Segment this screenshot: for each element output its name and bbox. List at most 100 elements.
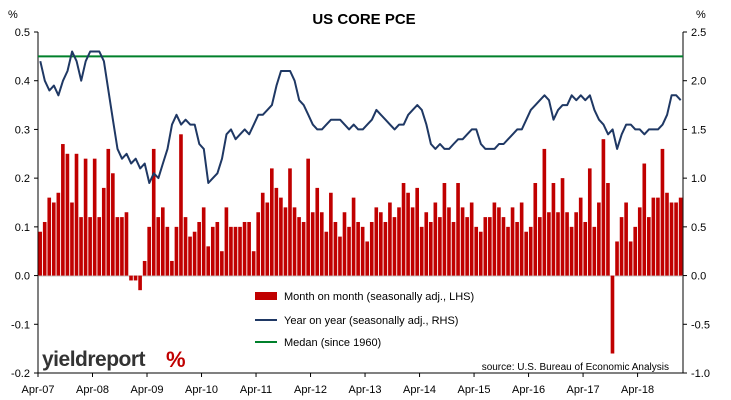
mom-bar bbox=[74, 153, 79, 276]
x-axis-ticks: Apr-07 Apr-08 Apr-09 Apr-10 Apr-11 Apr-12 Apr-… bbox=[21, 373, 654, 396]
mom-bar bbox=[160, 207, 165, 276]
mom-bar bbox=[674, 202, 678, 276]
mom-bar bbox=[442, 183, 447, 276]
legend-swatch-mom bbox=[255, 292, 277, 300]
mom-bar bbox=[333, 221, 338, 276]
mom-bar bbox=[215, 221, 220, 276]
x-tick-label: Apr-13 bbox=[349, 384, 382, 396]
mom-bar bbox=[306, 158, 310, 276]
mom-bar bbox=[292, 207, 297, 276]
right-tick-label: 1.0 bbox=[691, 173, 706, 185]
left-tick-label: 0.2 bbox=[15, 173, 30, 185]
logo-wordmark: yieldreport bbox=[42, 348, 146, 371]
mom-bar bbox=[301, 221, 306, 276]
mom-bar bbox=[619, 217, 624, 276]
left-tick-label: 0.4 bbox=[15, 76, 30, 88]
mom-bar bbox=[256, 212, 261, 276]
mom-bar bbox=[597, 202, 601, 276]
mom-bar bbox=[124, 212, 129, 276]
mom-bar bbox=[142, 260, 147, 276]
mom-bar bbox=[501, 217, 506, 276]
chart-title: US CORE PCE bbox=[312, 11, 415, 28]
mom-bar bbox=[383, 221, 388, 276]
left-axis-unit: % bbox=[8, 9, 18, 21]
logo-percent-icon: % bbox=[166, 347, 186, 372]
x-tick-label: Apr-18 bbox=[621, 384, 654, 396]
mom-bar bbox=[392, 217, 397, 276]
right-tick-label: 1.5 bbox=[691, 124, 706, 136]
right-tick-label: 0.5 bbox=[691, 222, 706, 234]
mom-bar bbox=[70, 202, 74, 276]
mom-bar bbox=[538, 217, 542, 276]
mom-bar bbox=[583, 221, 588, 276]
mom-bar bbox=[133, 275, 138, 281]
mom-bar bbox=[188, 236, 192, 276]
mom-bar bbox=[410, 207, 415, 276]
mom-bar bbox=[528, 226, 533, 276]
mom-bar bbox=[633, 226, 638, 276]
legend: Month on month (seasonally adj., LHS) Ye… bbox=[255, 291, 474, 349]
mom-bar bbox=[324, 231, 329, 276]
mom-bar bbox=[606, 183, 610, 276]
mom-bar bbox=[138, 275, 142, 291]
right-axis-unit: % bbox=[696, 9, 706, 21]
mom-bar bbox=[469, 202, 474, 276]
mom-bar bbox=[174, 226, 179, 276]
mom-bar bbox=[61, 144, 65, 276]
mom-bar bbox=[129, 275, 133, 281]
mom-bar bbox=[628, 241, 633, 276]
left-tick-label: 0.5 bbox=[15, 27, 30, 39]
mom-bar bbox=[428, 221, 433, 276]
mom-bar bbox=[547, 212, 551, 276]
mom-bar bbox=[251, 251, 256, 276]
mom-bar bbox=[147, 226, 151, 276]
right-tick-label: -0.5 bbox=[691, 319, 710, 331]
mom-bar bbox=[492, 202, 497, 276]
mom-bar bbox=[238, 226, 242, 276]
mom-bar bbox=[51, 202, 56, 276]
mom-bar bbox=[615, 241, 619, 276]
mom-bar bbox=[106, 148, 111, 276]
x-tick-label: Apr-15 bbox=[458, 384, 491, 396]
legend-label-median: Medan (since 1960) bbox=[284, 337, 381, 349]
mom-bar bbox=[369, 221, 374, 276]
mom-bar bbox=[678, 197, 683, 276]
mom-bar bbox=[601, 139, 606, 276]
mom-bar bbox=[88, 217, 92, 276]
right-tick-label: 2.0 bbox=[691, 76, 706, 88]
mom-bar bbox=[401, 183, 406, 276]
mom-bar bbox=[515, 221, 519, 276]
mom-bar bbox=[569, 226, 574, 276]
mom-bar bbox=[365, 241, 370, 276]
mom-bar bbox=[656, 197, 660, 276]
mom-bar bbox=[297, 217, 301, 276]
mom-bar bbox=[338, 236, 342, 276]
mom-bar bbox=[247, 221, 251, 276]
mom-bar bbox=[242, 221, 247, 276]
mom-bar bbox=[206, 246, 211, 276]
mom-bar bbox=[524, 231, 528, 276]
x-tick-label: Apr-07 bbox=[21, 384, 54, 396]
mom-bar bbox=[610, 275, 615, 354]
mom-bar bbox=[111, 173, 115, 276]
mom-bar bbox=[315, 187, 320, 276]
mom-bar bbox=[97, 217, 102, 276]
mom-bar bbox=[478, 231, 483, 276]
mom-bar bbox=[319, 212, 324, 276]
right-tick-label: 0.0 bbox=[691, 271, 706, 283]
mom-bar bbox=[533, 183, 538, 276]
left-tick-label: 0.0 bbox=[15, 271, 30, 283]
mom-bar bbox=[183, 217, 188, 276]
mom-bar bbox=[542, 148, 547, 276]
mom-bar bbox=[288, 168, 292, 276]
mom-bar bbox=[415, 187, 419, 276]
mom-bar bbox=[551, 183, 556, 276]
mom-bar bbox=[120, 217, 124, 276]
mom-bar bbox=[310, 212, 315, 276]
mom-bar bbox=[465, 217, 469, 276]
mom-bar bbox=[483, 217, 488, 276]
mom-bar bbox=[624, 202, 628, 276]
mom-bar bbox=[642, 163, 647, 276]
mom-bar bbox=[474, 226, 479, 276]
mom-bar bbox=[647, 217, 651, 276]
